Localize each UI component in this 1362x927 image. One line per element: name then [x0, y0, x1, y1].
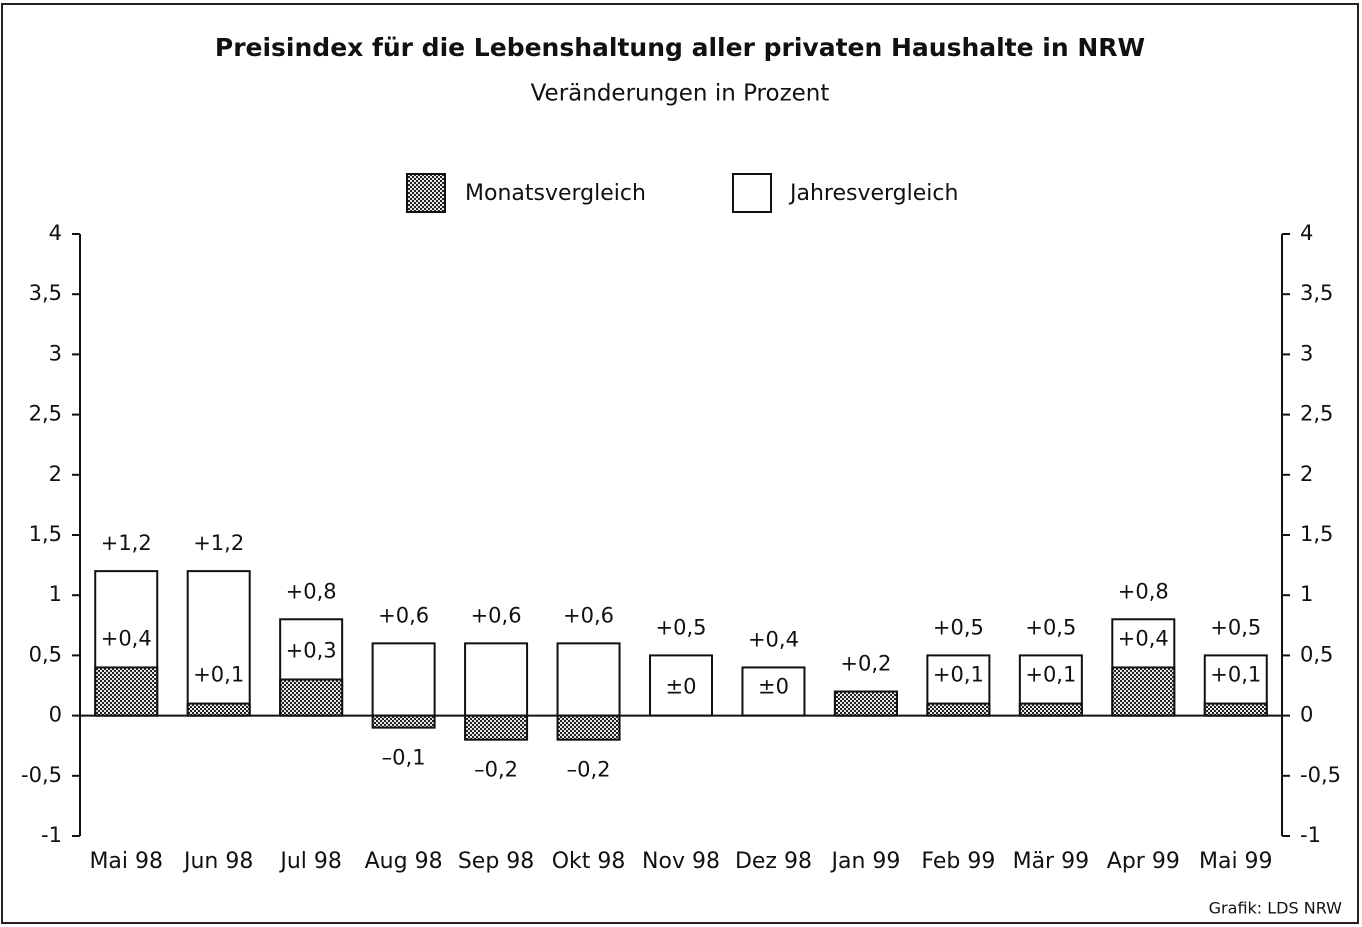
value-label: +0,5	[1025, 615, 1076, 639]
y-tick-label: 0,5	[29, 642, 62, 666]
value-label: +0,3	[286, 638, 337, 662]
source-note: Grafik: LDS NRW	[1209, 899, 1343, 918]
y2-tick-label: 2	[1300, 462, 1313, 486]
y2-tick-label: 0	[1300, 703, 1313, 727]
bar	[741, 666, 806, 717]
bar	[556, 714, 621, 741]
legend-label: Monatsvergleich	[465, 181, 646, 206]
y2-tick-label: 4	[1300, 221, 1313, 245]
y2-tick-label: -1	[1300, 823, 1321, 847]
value-label: +0,2	[840, 652, 891, 676]
y2-tick-label: 3,5	[1300, 281, 1333, 305]
bar	[1018, 702, 1083, 717]
value-label: ±0	[666, 675, 697, 699]
value-label: +0,5	[933, 615, 984, 639]
x-tick-label: Jun 98	[182, 849, 253, 874]
x-tick-label: Okt 98	[552, 849, 626, 874]
value-label: –0,1	[382, 746, 426, 770]
x-tick-label: Jul 98	[278, 849, 342, 874]
x-tick-label: Nov 98	[642, 849, 720, 874]
bar	[649, 654, 713, 717]
value-label: ±0	[758, 675, 789, 699]
y2-tick-label: -0,5	[1300, 763, 1341, 787]
legend-swatch	[406, 173, 446, 213]
bar	[186, 570, 251, 717]
value-label: +0,4	[101, 626, 152, 650]
value-label: +1,2	[101, 531, 152, 555]
y-tick-label: 2	[49, 462, 62, 486]
x-tick-label: Aug 98	[365, 849, 443, 874]
chart-title: Preisindex für die Lebenshaltung aller p…	[215, 33, 1145, 62]
y-tick-label: -0,5	[21, 763, 62, 787]
bar	[1111, 666, 1176, 717]
bar	[371, 714, 436, 729]
x-tick-label: Sep 98	[458, 849, 534, 874]
x-tick-label: Apr 99	[1107, 849, 1180, 874]
bar	[556, 642, 621, 717]
y-tick-label: 0	[49, 703, 62, 727]
value-label: +0,8	[286, 579, 337, 603]
value-label: +0,6	[563, 603, 614, 627]
bar	[1203, 702, 1268, 717]
x-tick-label: Mär 99	[1013, 849, 1090, 874]
y-tick-label: -1	[41, 823, 62, 847]
value-label: +0,5	[1210, 615, 1261, 639]
chart-subtitle: Veränderungen in Prozent	[531, 81, 830, 107]
y2-tick-label: 0,5	[1300, 642, 1333, 666]
bar	[464, 642, 529, 717]
y-tick-label: 3,5	[29, 281, 62, 305]
value-label: +0,5	[656, 615, 707, 639]
bar	[279, 678, 344, 717]
value-label: +0,1	[1210, 663, 1261, 687]
bar	[186, 702, 251, 717]
value-label: +0,4	[748, 627, 799, 651]
y2-tick-label: 1,5	[1300, 522, 1333, 546]
legend-swatch	[732, 173, 772, 213]
bar	[926, 702, 991, 717]
x-tick-label: Dez 98	[735, 849, 812, 874]
x-tick-label: Jan 99	[829, 849, 900, 874]
y-tick-label: 1,5	[29, 522, 62, 546]
value-label: –0,2	[567, 758, 611, 782]
y2-tick-label: 2,5	[1300, 402, 1333, 426]
y-tick-label: 4	[49, 221, 62, 245]
value-label: +0,4	[1118, 626, 1169, 650]
bar	[371, 642, 436, 717]
value-label: +0,6	[471, 603, 522, 627]
value-label: +0,6	[378, 603, 429, 627]
value-label: +0,1	[193, 663, 244, 687]
value-label: –0,2	[474, 758, 518, 782]
legend-label: Jahresvergleich	[788, 181, 958, 206]
bar	[94, 666, 159, 717]
y2-tick-label: 3	[1300, 341, 1313, 365]
value-label: +0,1	[1025, 663, 1076, 687]
y-tick-label: 2,5	[29, 402, 62, 426]
value-label: +1,2	[193, 531, 244, 555]
x-tick-label: Feb 99	[921, 849, 995, 874]
value-label: +0,1	[933, 663, 984, 687]
bar	[464, 714, 529, 741]
bar	[833, 690, 898, 717]
frame	[1, 3, 1359, 924]
value-label: +0,8	[1118, 579, 1169, 603]
y-tick-label: 3	[49, 341, 62, 365]
x-tick-label: Mai 98	[89, 849, 163, 874]
y-tick-label: 1	[49, 582, 62, 606]
x-tick-label: Mai 99	[1199, 849, 1273, 874]
y2-tick-label: 1	[1300, 582, 1313, 606]
